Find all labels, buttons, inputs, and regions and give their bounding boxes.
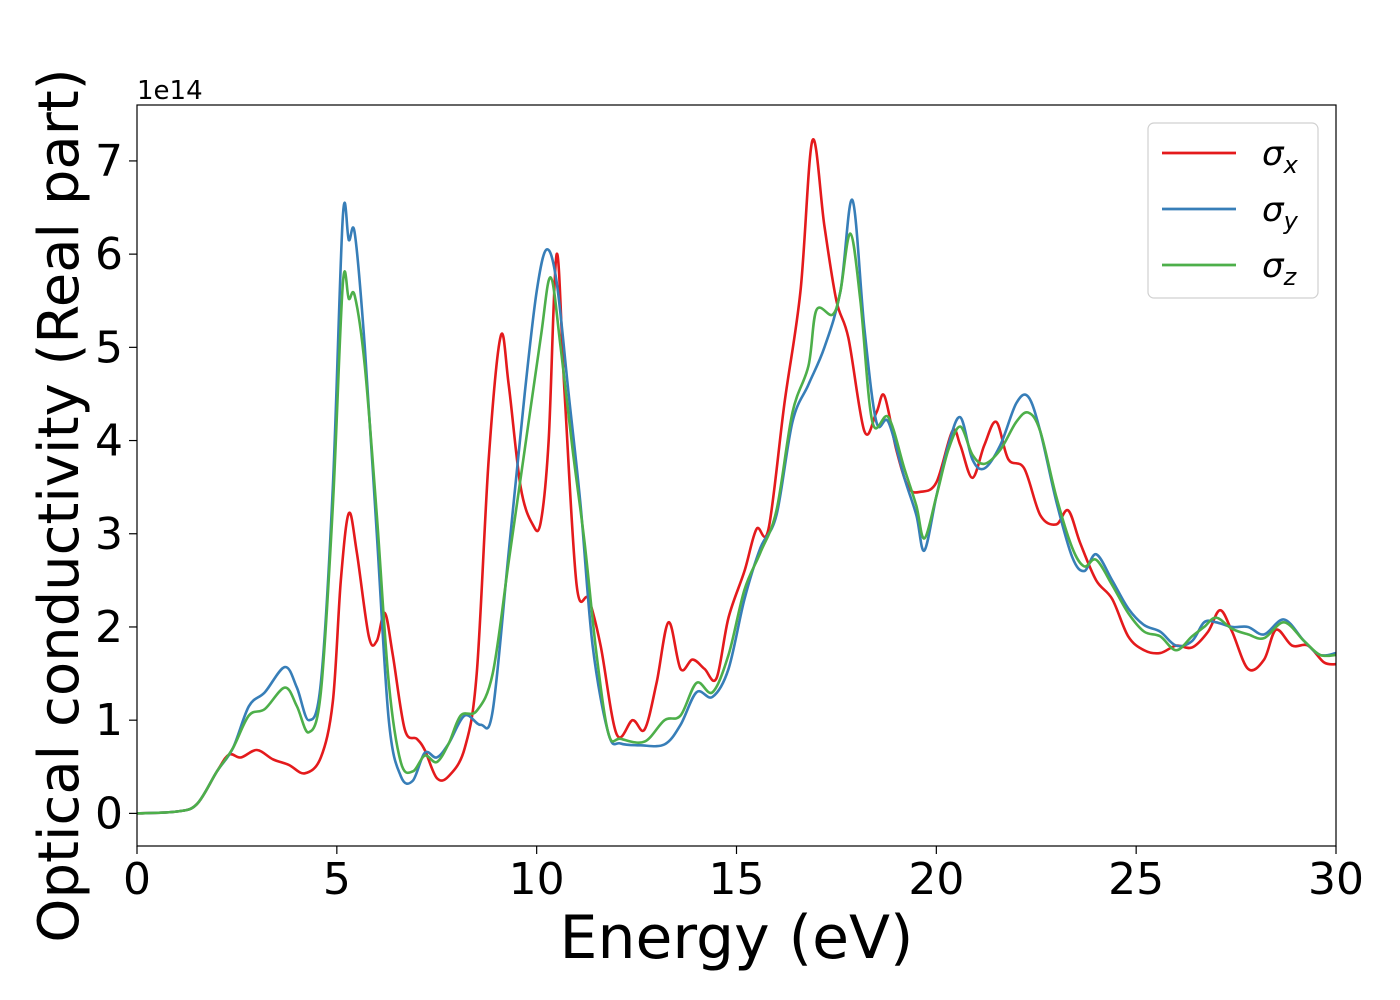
x-tick-label: 10 (509, 854, 565, 905)
series-line-y (137, 198, 1336, 815)
y-tick-label: 1 (95, 695, 123, 746)
legend: σx σy σz (1147, 122, 1319, 299)
y-tick-label: 4 (95, 416, 123, 467)
y-tick-label: 5 (95, 322, 123, 373)
x-tick-label: 0 (123, 854, 151, 905)
x-axis-label: Energy (eV) (560, 903, 914, 973)
legend-label-y: σy (1262, 190, 1299, 235)
y-offset-label: 1e14 (137, 76, 203, 106)
legend-box (1147, 122, 1319, 299)
y-tick-label: 3 (95, 509, 123, 560)
x-tick-label: 30 (1308, 854, 1364, 905)
y-tick-label: 0 (95, 788, 123, 839)
legend-label-z: σz (1262, 246, 1298, 291)
y-tick-label: 6 (95, 229, 123, 280)
ticks-layer: 0 5 10 15 20 25 30 0 1 2 3 4 5 6 7 (95, 136, 1364, 905)
x-tick-label: 25 (1108, 854, 1164, 905)
y-tick-label: 2 (95, 602, 123, 653)
legend-label-x: σx (1262, 134, 1299, 179)
x-tick-label: 5 (323, 854, 351, 905)
series-line-z (137, 232, 1336, 815)
y-tick-label: 7 (95, 136, 123, 187)
y-axis-label: Optical conductivity (Real part) (27, 68, 92, 942)
series-layer (137, 138, 1336, 815)
x-tick-label: 20 (908, 854, 964, 905)
x-tick-label: 15 (709, 854, 765, 905)
series-line-x (137, 138, 1336, 815)
